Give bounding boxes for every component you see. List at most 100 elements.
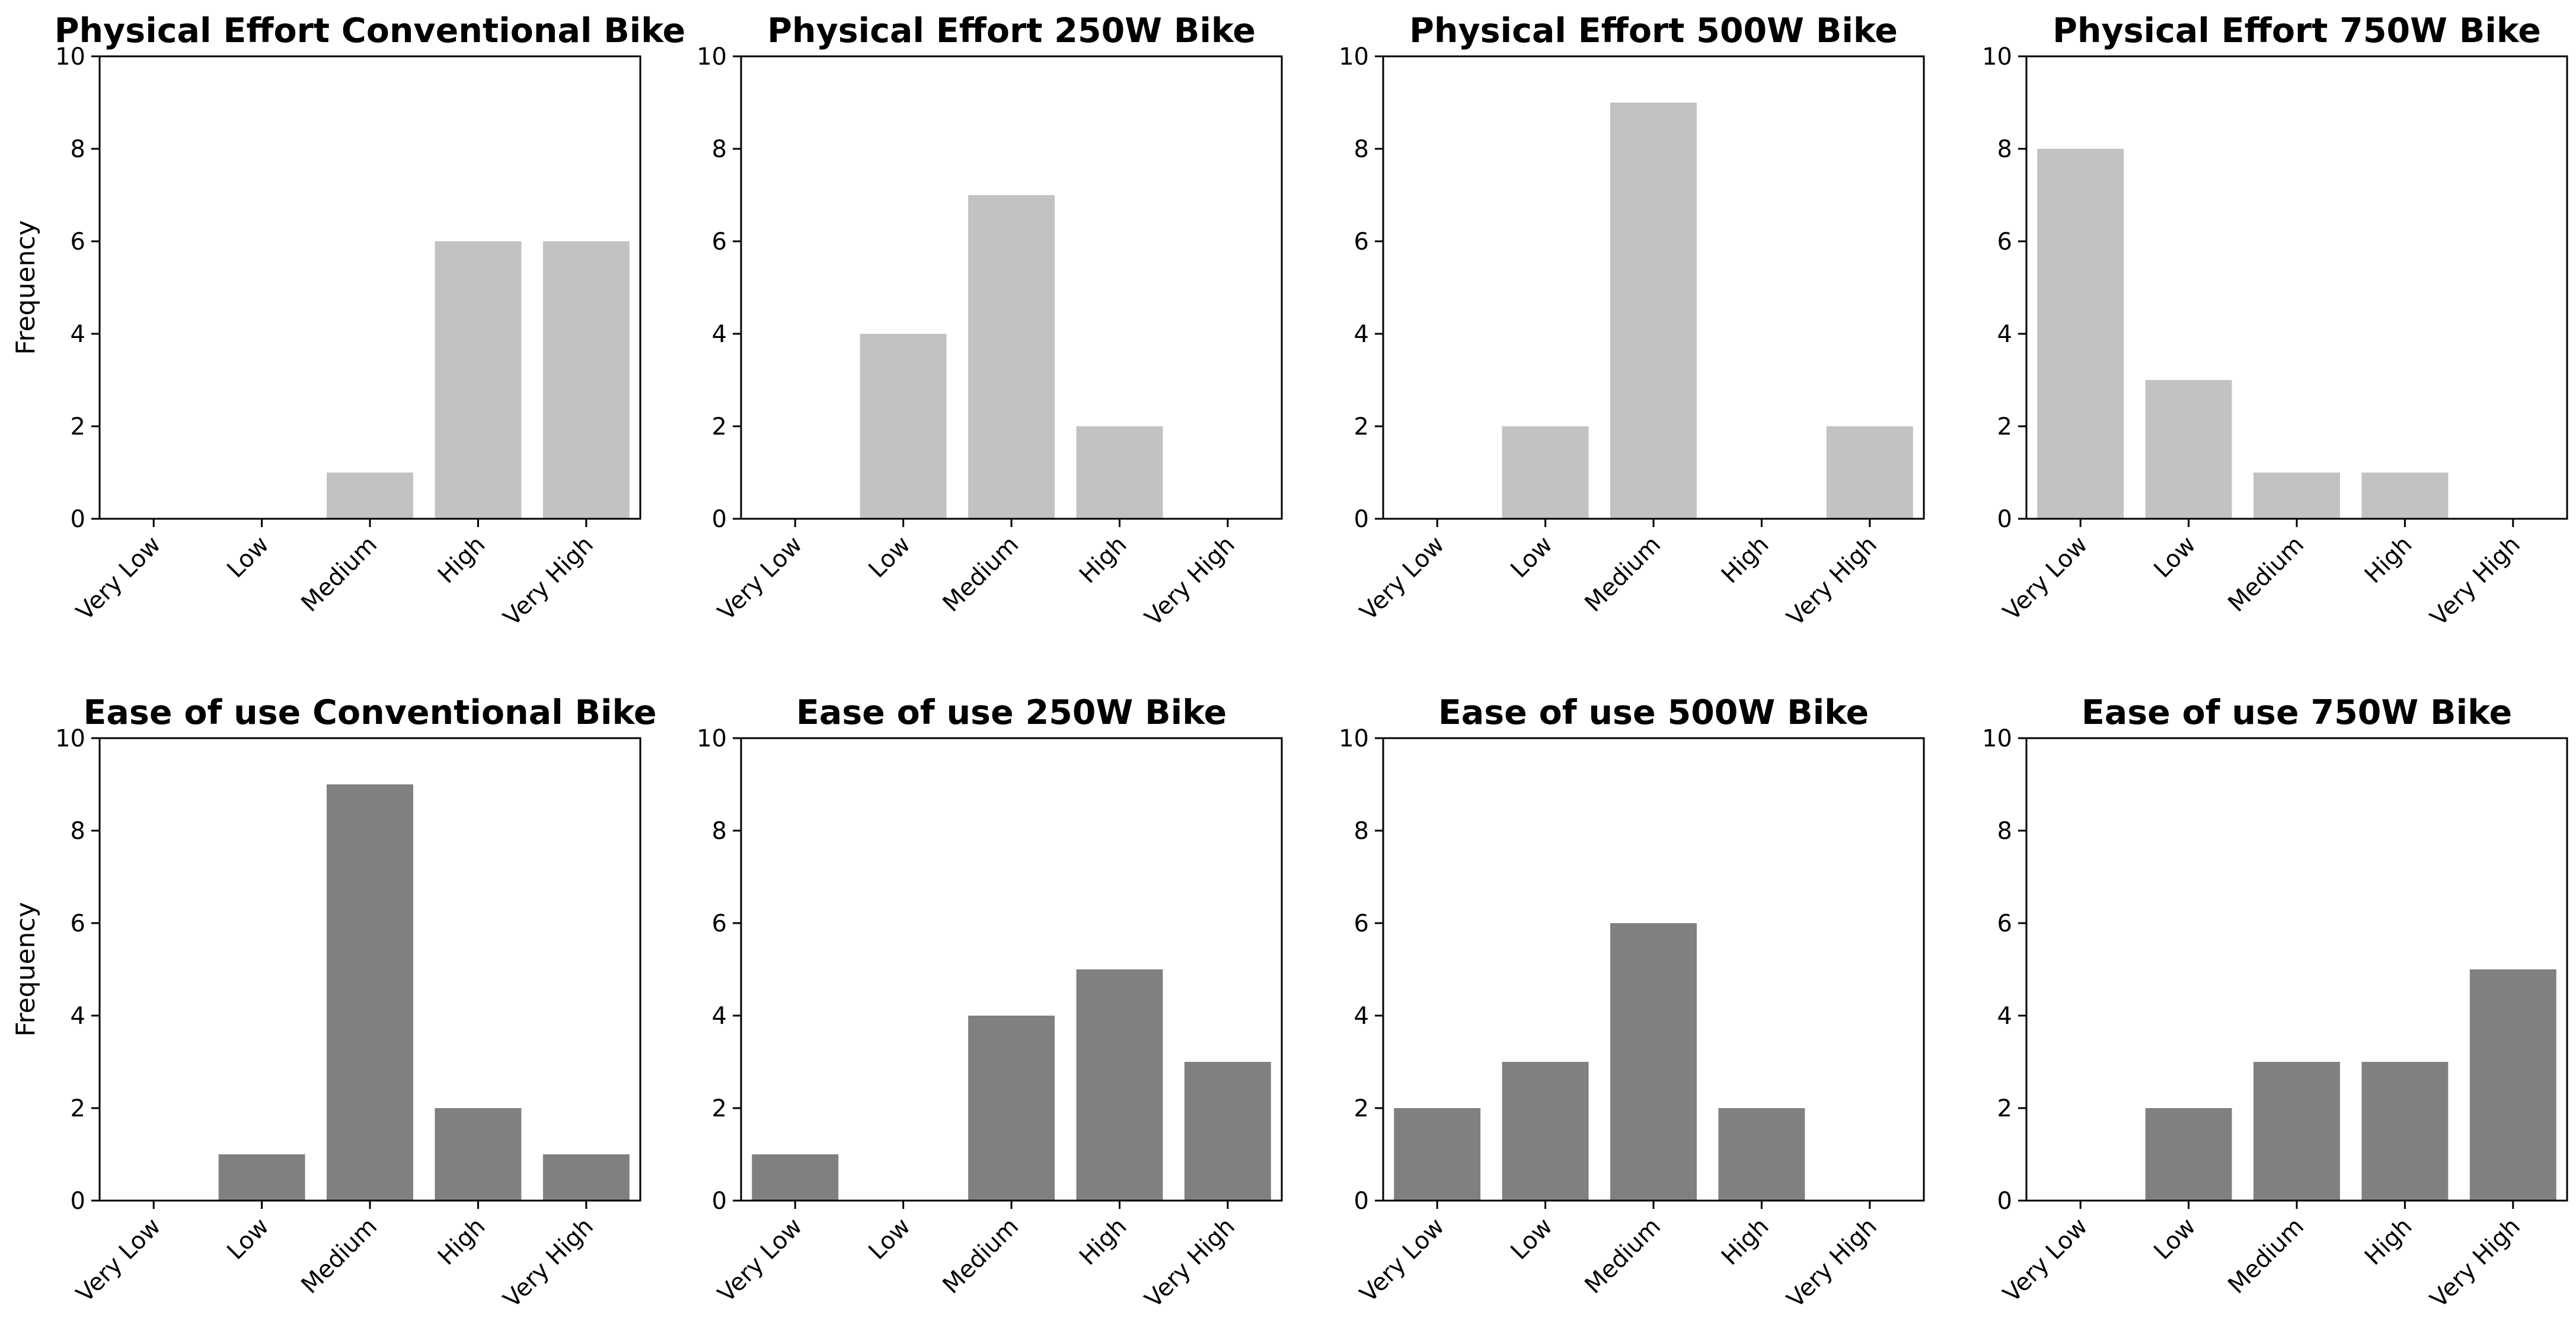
y-tick-label: 0: [1997, 1188, 2012, 1215]
x-tick-label: Very High: [1139, 1213, 1240, 1313]
x-tick-label: Low: [1505, 531, 1557, 583]
y-tick-label: 4: [71, 1003, 85, 1030]
y-tick-label: 4: [1354, 321, 1369, 348]
panel-title: Ease of use Conventional Bike: [84, 693, 657, 732]
x-tick-label: High: [1716, 531, 1774, 589]
chart-panel: Ease of use Conventional Bike 0 2 4 6 8 10 Very…: [11, 693, 657, 1313]
x-tick-label: Very High: [498, 531, 598, 631]
y-tick-label: 2: [1997, 413, 2012, 441]
x-tick-label: Low: [1505, 1213, 1557, 1265]
x-tick-label: High: [1716, 1213, 1774, 1271]
y-tick-label: 2: [71, 413, 85, 441]
x-tick-label: Very Low: [713, 531, 807, 626]
x-tick-label: Very Low: [713, 1213, 807, 1308]
bar: [752, 1154, 839, 1201]
bar: [542, 1154, 630, 1201]
y-tick-label: 0: [1354, 506, 1369, 533]
x-tick-label: Very High: [2425, 1213, 2525, 1313]
panel-title: Physical Effort 750W Bike: [2052, 11, 2541, 50]
y-tick-label: 6: [712, 910, 727, 937]
bar: [968, 1016, 1055, 1201]
y-tick-label: 4: [712, 1003, 727, 1030]
x-tick-label: Very Low: [1355, 1213, 1450, 1308]
y-tick-label: 8: [712, 818, 727, 845]
x-tick-label: Medium: [296, 1213, 382, 1300]
y-tick-label: 6: [1997, 910, 2012, 937]
x-tick-label: Very Low: [1355, 531, 1450, 626]
x-tick-label: High: [1074, 531, 1132, 589]
bar: [435, 241, 522, 519]
panel-title: Physical Effort Conventional Bike: [55, 11, 685, 50]
chart-panel: Ease of use 500W Bike 0 2 4 6 8 10 Very Low Low M…: [1339, 693, 1925, 1313]
x-tick-label: Low: [222, 1213, 274, 1265]
panel-title: Physical Effort 500W Bike: [1409, 11, 1898, 50]
y-tick-label: 0: [1354, 1188, 1369, 1215]
bar: [1394, 1108, 1481, 1201]
x-tick-label: Very High: [1139, 531, 1240, 631]
chart-panel: Ease of use 750W Bike 0 2 4 6 8 10 Very Low Low M…: [1982, 693, 2568, 1313]
y-tick-label: 2: [71, 1095, 85, 1122]
y-tick-label: 10: [1339, 43, 1369, 71]
bar: [860, 334, 947, 519]
y-tick-label: 10: [697, 725, 727, 752]
y-tick-label: 6: [71, 910, 85, 937]
bar: [2253, 1062, 2340, 1201]
bar: [2253, 473, 2340, 519]
y-tick-label: 8: [1997, 136, 2012, 163]
y-tick-label: 6: [1354, 910, 1369, 937]
chart-panel: Physical Effort 250W Bike 0 2 4 6 8 10 Very Low…: [697, 11, 1283, 631]
x-tick-label: High: [433, 1213, 491, 1271]
bar: [542, 241, 630, 519]
chart-panel: Physical Effort 500W Bike 0 2 4 6 8 10 Very Low…: [1339, 11, 1925, 631]
y-tick-label: 4: [1997, 1003, 2012, 1030]
y-tick-label: 2: [712, 413, 727, 441]
x-tick-label: Very Low: [1998, 1213, 2093, 1308]
x-tick-label: Very High: [2425, 531, 2525, 631]
panel-title: Ease of use 750W Bike: [2082, 693, 2512, 732]
bar: [1076, 969, 1163, 1201]
bar: [1502, 1062, 1589, 1201]
x-tick-label: Low: [2149, 531, 2201, 583]
x-tick-label: Medium: [1579, 1213, 1666, 1300]
y-tick-label: 0: [1997, 506, 2012, 533]
chart-panel: Physical Effort 750W Bike 0 2 4 6 8 10 Very Low…: [1982, 11, 2568, 631]
bar: [1076, 426, 1163, 519]
bar: [218, 1154, 305, 1201]
chart-panel: Physical Effort Conventional Bike 0 2 4 6 8 10…: [11, 11, 685, 631]
y-tick-label: 10: [55, 43, 85, 71]
y-tick-label: 8: [71, 818, 85, 845]
y-tick-label: 8: [1354, 818, 1369, 845]
panel-title: Physical Effort 250W Bike: [767, 11, 1256, 50]
y-tick-label: 6: [71, 228, 85, 256]
x-tick-label: Low: [222, 531, 274, 583]
x-tick-label: Medium: [1579, 531, 1666, 618]
x-tick-label: Very High: [1782, 531, 1882, 631]
y-tick-label: 10: [697, 43, 727, 71]
y-tick-label: 8: [1997, 818, 2012, 845]
x-tick-label: Medium: [2223, 531, 2309, 618]
y-tick-label: 4: [1997, 321, 2012, 348]
y-tick-label: 10: [55, 725, 85, 752]
y-tick-label: 6: [1354, 228, 1369, 256]
bar: [2037, 149, 2124, 519]
y-tick-label: 10: [1982, 43, 2012, 71]
x-tick-label: High: [1074, 1213, 1132, 1271]
bar: [2361, 1062, 2449, 1201]
bar: [327, 473, 413, 519]
y-tick-label: 8: [1354, 136, 1369, 163]
x-tick-label: Medium: [296, 531, 382, 618]
bar: [1826, 426, 1913, 519]
bar: [1610, 103, 1697, 519]
bar: [968, 195, 1055, 519]
y-tick-label: 10: [1982, 725, 2012, 752]
y-tick-label: 4: [712, 321, 727, 348]
y-tick-label: 8: [712, 136, 727, 163]
panel-title: Ease of use 250W Bike: [796, 693, 1227, 732]
x-tick-label: High: [433, 531, 491, 589]
y-tick-label: 2: [1354, 1095, 1369, 1122]
x-tick-label: Low: [863, 1213, 915, 1265]
y-tick-label: 8: [71, 136, 85, 163]
x-tick-label: Low: [863, 531, 915, 583]
bar: [1502, 426, 1589, 519]
